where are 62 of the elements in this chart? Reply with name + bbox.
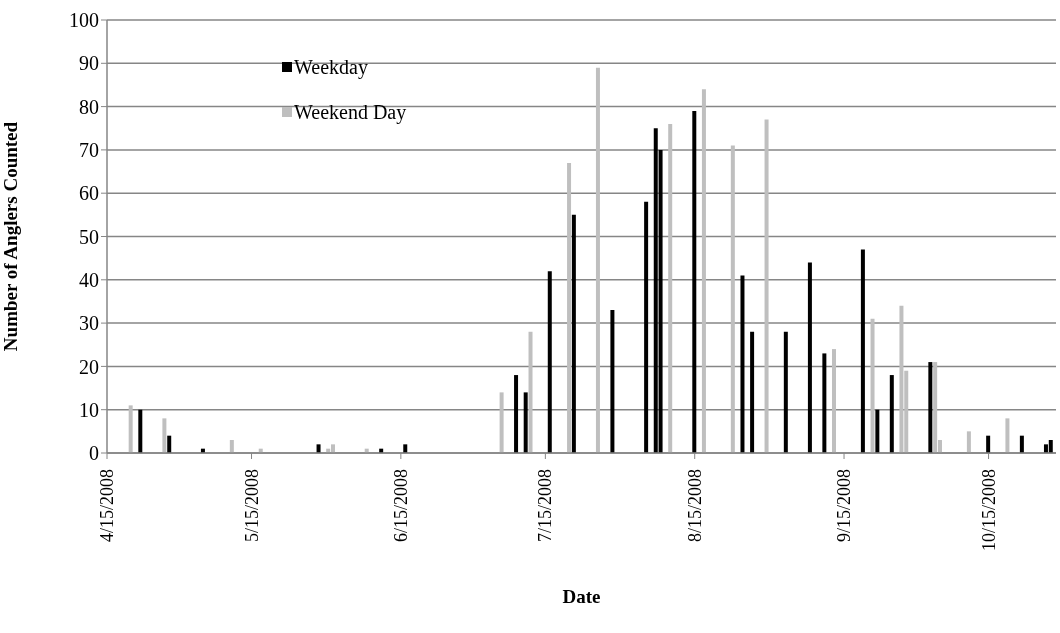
y-tick-label: 60 bbox=[79, 182, 99, 205]
x-tick-label: 6/15/2008 bbox=[390, 469, 411, 543]
x-tick-label: 7/15/2008 bbox=[535, 469, 556, 543]
y-tick-label: 100 bbox=[69, 9, 99, 32]
x-tick-label: 9/15/2008 bbox=[834, 469, 855, 543]
y-tick-label: 30 bbox=[79, 312, 99, 335]
y-tick-label: 90 bbox=[79, 52, 99, 75]
bar bbox=[730, 145, 735, 453]
bar bbox=[167, 435, 172, 453]
y-tick-label: 50 bbox=[79, 225, 99, 248]
y-tick-label: 70 bbox=[79, 139, 99, 161]
bar bbox=[128, 405, 133, 453]
bar bbox=[229, 440, 234, 453]
bar bbox=[567, 162, 572, 453]
bar bbox=[403, 444, 408, 453]
y-tick-label: 0 bbox=[89, 442, 99, 465]
bar bbox=[1019, 435, 1024, 453]
bar bbox=[644, 201, 649, 453]
bar bbox=[860, 249, 865, 453]
bar bbox=[514, 375, 519, 453]
bar bbox=[899, 305, 904, 453]
y-tick-label: 80 bbox=[79, 95, 99, 118]
x-tick-label: 10/15/2008 bbox=[978, 469, 999, 552]
bar bbox=[138, 409, 143, 453]
y-tick-label: 20 bbox=[79, 355, 99, 378]
bar bbox=[1048, 440, 1053, 453]
bar bbox=[928, 362, 933, 453]
bar bbox=[692, 110, 697, 453]
legend-label: Weekday bbox=[294, 55, 368, 79]
bar bbox=[528, 331, 533, 453]
bar bbox=[547, 271, 552, 453]
bar bbox=[740, 275, 745, 453]
bar bbox=[875, 409, 880, 453]
x-tick-label: 5/15/2008 bbox=[241, 469, 262, 543]
bar bbox=[807, 262, 812, 453]
bar bbox=[889, 375, 894, 453]
bar bbox=[966, 431, 971, 453]
y-axis-title: Number of Anglers Counted bbox=[0, 121, 21, 352]
bar bbox=[870, 318, 875, 453]
bar bbox=[986, 435, 991, 453]
bar bbox=[701, 89, 706, 453]
bar bbox=[162, 418, 167, 453]
legend-label: Weekend Day bbox=[294, 100, 407, 124]
bar bbox=[610, 310, 615, 453]
y-tick-label: 10 bbox=[79, 398, 99, 421]
bar bbox=[822, 353, 827, 453]
bar bbox=[933, 362, 938, 453]
bar bbox=[783, 331, 788, 453]
y-tick-label: 40 bbox=[79, 268, 99, 291]
bar bbox=[595, 67, 600, 453]
x-axis-title: Date bbox=[562, 586, 601, 607]
bar bbox=[499, 392, 504, 453]
bar bbox=[523, 392, 528, 453]
x-tick-label: 8/15/2008 bbox=[684, 469, 705, 543]
bar bbox=[764, 119, 769, 453]
bar bbox=[832, 349, 836, 453]
bar bbox=[316, 444, 321, 453]
bar bbox=[571, 214, 576, 453]
bar bbox=[750, 331, 755, 453]
bar bbox=[668, 123, 673, 453]
x-tick-label: 4/15/2008 bbox=[97, 469, 117, 543]
bar bbox=[1005, 418, 1010, 453]
